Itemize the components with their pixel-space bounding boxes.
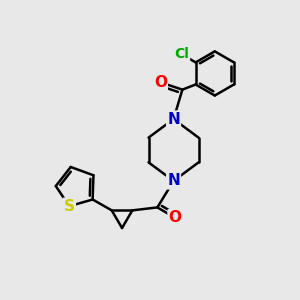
Text: N: N bbox=[167, 112, 180, 127]
Text: S: S bbox=[64, 199, 75, 214]
Text: Cl: Cl bbox=[174, 47, 189, 61]
Text: N: N bbox=[167, 173, 180, 188]
Text: O: O bbox=[154, 75, 167, 90]
Text: O: O bbox=[169, 210, 182, 225]
